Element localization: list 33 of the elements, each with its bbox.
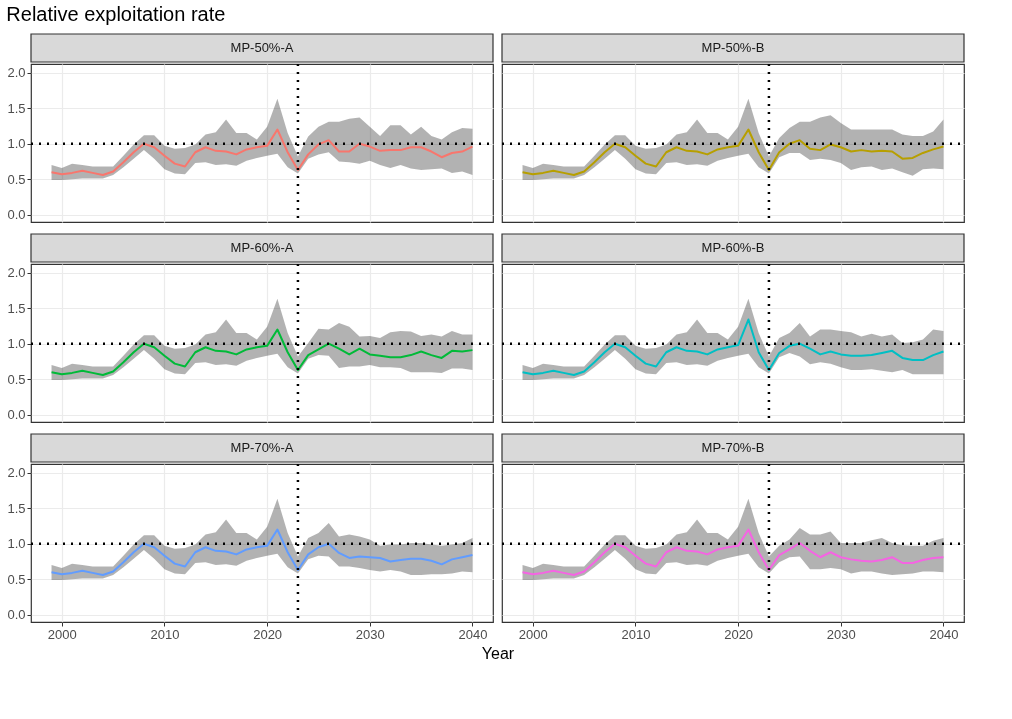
y-tick-label: 1.0 — [7, 536, 26, 552]
x-tick-label: 2020 — [253, 626, 283, 642]
y-tick-label: 0.5 — [7, 371, 26, 387]
y-tick-label: 0.0 — [7, 407, 26, 423]
y-tick-label: 1.5 — [7, 500, 26, 516]
x-tick-label: 2040 — [929, 626, 959, 642]
y-tick-label: 2.0 — [7, 265, 26, 281]
x-tick-label: 2000 — [518, 626, 548, 642]
x-axis-title: Year — [481, 644, 515, 662]
chart-title: MP-70%-A — [230, 440, 294, 455]
y-tick-label: 1.0 — [7, 336, 26, 352]
chart-title: MP-70%-B — [701, 440, 765, 455]
x-tick-label: 2010 — [150, 626, 180, 642]
x-tick-label: 2030 — [826, 626, 856, 642]
y-tick-label: 1.5 — [7, 300, 26, 316]
y-tick-label: 0.5 — [7, 571, 26, 587]
x-tick-label: 2030 — [355, 626, 385, 642]
chart-title: MP-60%-B — [701, 240, 765, 255]
y-tick-label: 0.0 — [7, 207, 26, 223]
chart-title: MP-50%-A — [230, 40, 294, 55]
chart-title: MP-50%-B — [701, 40, 765, 55]
y-tick-label: 2.0 — [7, 465, 26, 481]
x-tick-label: 2020 — [724, 626, 754, 642]
y-tick-label: 1.5 — [7, 100, 26, 116]
y-tick-label: 0.0 — [7, 607, 26, 623]
y-tick-label: 0.5 — [7, 171, 26, 187]
y-tick-label: 1.0 — [7, 136, 26, 152]
x-tick-label: 2010 — [621, 626, 651, 642]
y-tick-label: 2.0 — [7, 65, 26, 81]
y-axis-title: Relative exploitation rate — [6, 2, 226, 25]
x-tick-label: 2040 — [458, 626, 488, 642]
x-tick-label: 2000 — [47, 626, 77, 642]
chart-title: MP-60%-A — [230, 240, 294, 255]
